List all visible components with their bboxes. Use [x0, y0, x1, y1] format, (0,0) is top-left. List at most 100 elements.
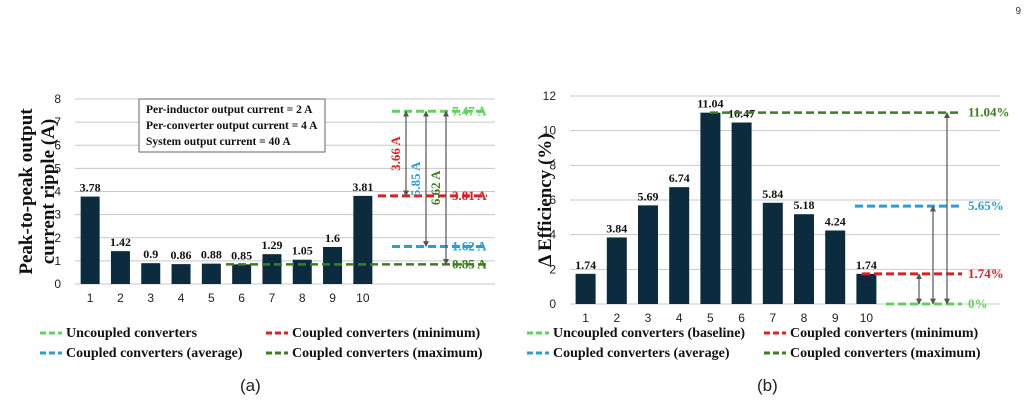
chart-b-reflabel-coupled_min: 1.74% — [968, 266, 1004, 281]
chart-a-xtick-label: 4 — [178, 291, 185, 305]
chart-a-ytick-label: 7 — [54, 115, 61, 129]
chart-a-data-label: 0.86 — [171, 248, 192, 262]
chart-b-legend-label-coupled_max: Coupled converters (maximum) — [790, 346, 981, 361]
chart-b-legend-label-coupled_min: Coupled converters (minimum) — [790, 326, 979, 341]
chart-a-xtick-label: 8 — [299, 291, 306, 305]
chart-b-bar — [669, 187, 690, 304]
chart-b-xtick-label: 4 — [676, 311, 683, 325]
chart-a-bar — [323, 247, 343, 284]
chart-a-xtick-label: 1 — [87, 291, 94, 305]
chart-b-bar — [700, 112, 721, 304]
chart-b-xtick-label: 10 — [860, 311, 874, 325]
chart-b-bar — [762, 202, 783, 304]
chart-b-data-label: 6.74 — [669, 171, 690, 185]
chart-a-data-label: 1.05 — [292, 244, 313, 258]
chart-a-bar — [262, 254, 282, 284]
chart-a-reflabel-coupled_max: 0.85 A — [452, 256, 487, 271]
chart-b-ytick-label: 10 — [543, 124, 557, 138]
chart-a-reflabel-coupled_avg: 1.62 A — [452, 239, 487, 254]
chart-b-ylabel: Δ Efficiency (%) — [535, 133, 556, 266]
chart-a-xtick-label: 6 — [238, 291, 245, 305]
chart-b-data-label: 3.84 — [606, 221, 627, 235]
chart-b-xtick-label: 7 — [769, 311, 776, 325]
chart-b-reflabel-coupled_max: 11.04% — [968, 105, 1010, 120]
chart-a-bar — [141, 263, 161, 284]
chart-b-ytick-label: 2 — [549, 262, 556, 276]
chart-b-bar — [731, 122, 752, 305]
chart-a-data-label: 0.85 — [231, 248, 252, 262]
chart-a-xtick-label: 3 — [147, 291, 154, 305]
chart-b-xtick-label: 9 — [832, 311, 839, 325]
info-box-line: System output current = 40 A — [146, 136, 291, 148]
chart-a-data-label: 3.81 — [352, 180, 373, 194]
chart-a-legend-label-uncoupled: Uncoupled converters — [66, 326, 198, 341]
chart-a-bar — [353, 195, 373, 284]
chart-a-reflabel-coupled_min: 3.81 A — [452, 188, 487, 203]
chart-b-reflabel-uncoupled: 0% — [968, 296, 988, 311]
chart-a-bar — [232, 264, 252, 284]
chart-b-xtick-label: 1 — [582, 311, 589, 325]
chart-a-legend-label-coupled_avg: Coupled converters (average) — [66, 346, 243, 361]
chart-b-bar — [606, 237, 627, 304]
chart-b-xtick-label: 8 — [801, 311, 808, 325]
page-number: 9 — [1015, 6, 1021, 17]
chart-a-bar — [80, 196, 100, 284]
chart-a-xtick-label: 7 — [269, 291, 276, 305]
chart-a-data-label: 1.29 — [261, 238, 282, 252]
chart-a-arrow-label-max: 6.62 A — [428, 170, 443, 205]
chart-a-arrow-label-min: 3.66 A — [388, 136, 403, 171]
chart-a-ytick-label: 3 — [54, 208, 61, 222]
chart-b-data-label: 11.04 — [697, 97, 723, 111]
chart-a-data-label: 1.6 — [325, 231, 340, 245]
chart-a-bar — [110, 251, 130, 284]
chart-a-ytick-label: 4 — [54, 185, 61, 199]
chart-a-bar — [292, 259, 312, 284]
chart-a-arrow-label-avg: 5.85 A — [408, 161, 423, 196]
chart-b-bar — [825, 230, 846, 304]
chart-a-legend-label-coupled_max: Coupled converters (maximum) — [292, 346, 483, 361]
chart-a-bar — [201, 263, 221, 284]
chart-a-xtick-label: 2 — [117, 291, 124, 305]
chart-a-xtick-label: 10 — [356, 291, 370, 305]
chart-b-bar — [638, 205, 658, 304]
chart-b-data-label: 1.74 — [856, 258, 877, 272]
chart-b-ytick-label: 8 — [549, 158, 556, 172]
chart-a-ytick-label: 8 — [54, 92, 61, 106]
chart-b-data-label: 4.24 — [825, 215, 846, 229]
chart-b-bar — [794, 214, 814, 304]
chart-b-ytick-label: 6 — [549, 193, 556, 207]
chart-b-data-label: 5.69 — [638, 189, 659, 203]
chart-b-data-label: 5.84 — [762, 187, 783, 201]
chart-a-ytick-label: 0 — [54, 277, 61, 291]
chart-a-data-label: 0.9 — [143, 247, 158, 261]
chart-b-reflabel-coupled_avg: 5.65% — [968, 198, 1004, 213]
chart-b-xtick-label: 6 — [738, 311, 745, 325]
chart-b-xtick-label: 2 — [613, 311, 620, 325]
chart-a-data-label: 3.78 — [80, 181, 101, 195]
info-box-line: Per-inductor output current = 2 A — [146, 104, 313, 116]
chart-b-ytick-label: 0 — [549, 297, 556, 311]
chart-a-data-label: 0.88 — [201, 248, 222, 262]
chart-b-xtick-label: 3 — [645, 311, 652, 325]
chart-a-ytick-label: 2 — [54, 231, 61, 245]
caption-a: (a) — [240, 376, 261, 395]
chart-a-legend-label-coupled_min: Coupled converters (minimum) — [292, 326, 481, 341]
chart-a-ylabel: Peak-to-peak outputcurrent ripple (A) — [16, 108, 59, 275]
info-box — [138, 98, 326, 153]
chart-a-reflabel-uncoupled: 7.47 A — [452, 103, 487, 118]
chart-a-bar — [171, 264, 191, 284]
chart-b-data-label: 1.74 — [575, 258, 596, 272]
chart-b-legend-label-coupled_avg: Coupled converters (average) — [553, 346, 730, 361]
chart-b-data-label: 5.18 — [794, 198, 815, 212]
chart-a-xtick-label: 9 — [329, 291, 336, 305]
caption-b: (b) — [757, 376, 778, 395]
chart-a-ytick-label: 6 — [54, 138, 61, 152]
chart-a-data-label: 1.42 — [110, 235, 131, 249]
chart-b-bar — [856, 273, 877, 304]
chart-b-ytick-label: 4 — [549, 228, 556, 242]
chart-b-xtick-label: 5 — [707, 311, 714, 325]
chart-a-ytick-label: 5 — [54, 161, 61, 175]
chart-b-ytick-label: 12 — [543, 89, 557, 103]
info-box-line: Per-converter output current = 4 A — [146, 120, 318, 132]
